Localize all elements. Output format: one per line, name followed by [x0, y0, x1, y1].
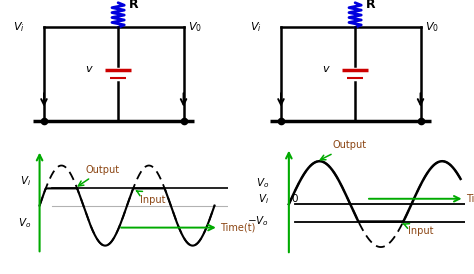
Text: $V_o$: $V_o$ [18, 217, 31, 230]
Text: $V_o$: $V_o$ [256, 176, 269, 190]
Text: $V_i$: $V_i$ [13, 21, 25, 34]
Text: 0: 0 [292, 194, 298, 204]
Text: Output: Output [320, 140, 366, 160]
Text: $V_0$: $V_0$ [425, 21, 439, 34]
Text: $V_i$: $V_i$ [250, 21, 262, 34]
Text: R: R [366, 0, 376, 11]
Text: $-V_o$: $-V_o$ [247, 215, 269, 229]
Text: R: R [129, 0, 139, 11]
Text: v: v [85, 64, 92, 73]
Text: $V_i$: $V_i$ [20, 175, 31, 189]
Text: Input: Input [403, 224, 434, 236]
Text: v: v [322, 64, 329, 73]
Text: Input: Input [137, 191, 165, 205]
Text: $V_i$: $V_i$ [258, 192, 269, 206]
Text: Output: Output [78, 165, 119, 186]
Text: Time(t): Time(t) [220, 222, 255, 233]
Text: Time(t): Time(t) [466, 194, 474, 204]
Text: $V_0$: $V_0$ [188, 21, 202, 34]
